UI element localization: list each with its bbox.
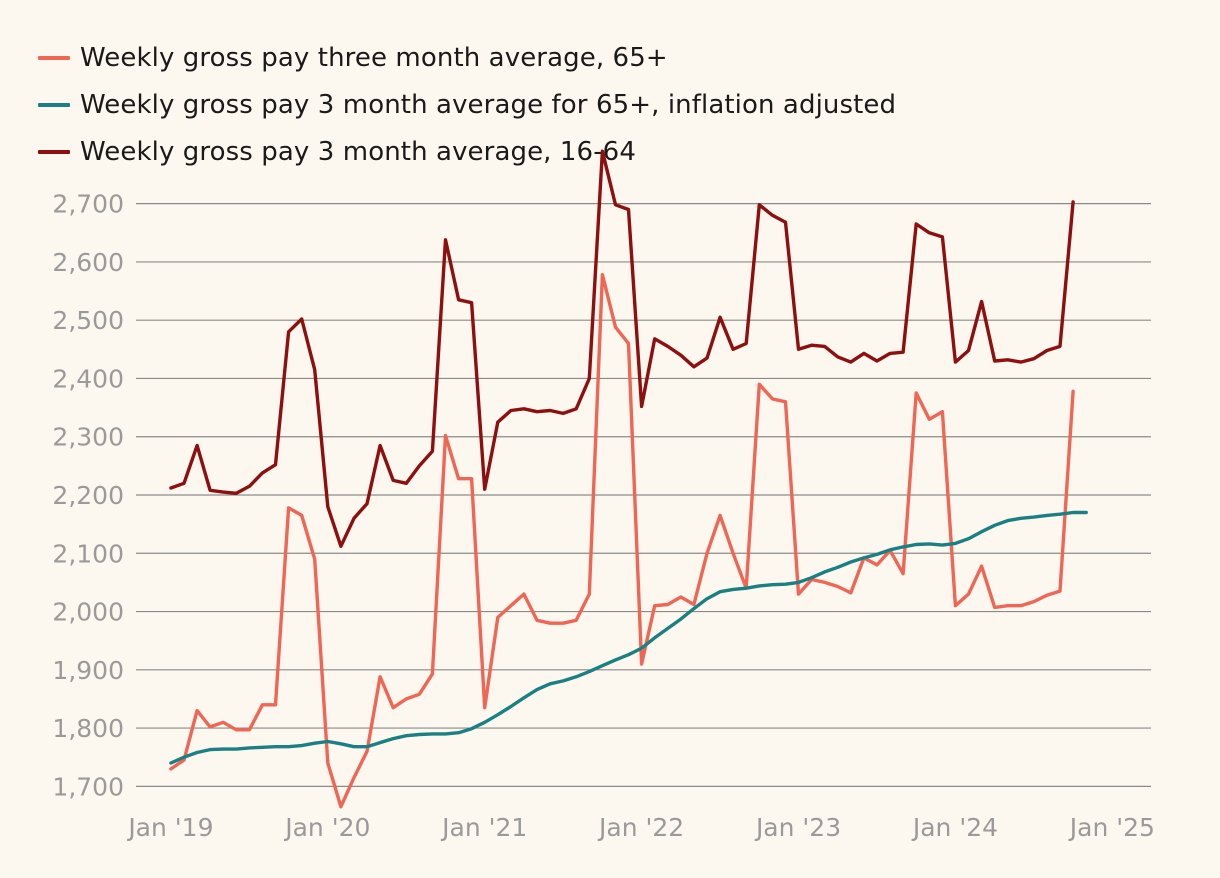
x-tick-label-2022: Jan '22 (597, 813, 684, 842)
y-tick-label-1700: 1,700 (52, 772, 124, 801)
y-tick-label-1800: 1,800 (52, 714, 124, 743)
x-tick-label-2021: Jan '21 (440, 813, 527, 842)
legend-swatch-65-plus-inflation-adjusted (38, 102, 70, 107)
y-axis-tick-labels: 1,700 1,800 1,900 2,000 2,100 2,200 2,300 2,400… (52, 190, 124, 802)
x-tick-label-2023: Jan '23 (754, 813, 841, 842)
y-tick-label-2000: 2,000 (52, 598, 124, 627)
legend: Weekly gross pay three month average, 65… (38, 34, 896, 175)
x-tick-label-2025: Jan '25 (1068, 813, 1155, 842)
y-tick-label-2400: 2,400 (52, 364, 124, 393)
y-tick-label-1900: 1,900 (52, 656, 124, 685)
legend-label-65-plus-inflation-adjusted: Weekly gross pay 3 month average for 65+… (80, 89, 897, 120)
legend-label-16-64: Weekly gross pay 3 month average, 16-64 (80, 136, 636, 167)
legend-label-65-plus: Weekly gross pay three month average, 65… (80, 42, 668, 73)
series-line-2[interactable] (169, 149, 1075, 548)
series-lines (169, 149, 1088, 809)
series-line-1[interactable] (169, 510, 1088, 765)
x-tick-label-2024: Jan '24 (911, 813, 998, 842)
legend-swatch-16-64 (38, 149, 70, 154)
y-tick-label-2200: 2,200 (52, 481, 124, 510)
legend-item-65-plus[interactable]: Weekly gross pay three month average, 65… (38, 34, 896, 81)
legend-item-65-plus-inflation-adjusted[interactable]: Weekly gross pay 3 month average for 65+… (38, 81, 896, 128)
x-axis-tick-labels: Jan '19 Jan '20 Jan '21 Jan '22 Jan '23 Jan '… (126, 813, 1155, 842)
y-tick-label-2300: 2,300 (52, 423, 124, 452)
series-line-0[interactable] (169, 273, 1075, 809)
y-tick-label-2100: 2,100 (52, 539, 124, 568)
grid-lines (136, 203, 1151, 787)
y-tick-label-2700: 2,700 (52, 190, 124, 219)
legend-swatch-65-plus (38, 55, 70, 60)
y-tick-label-2500: 2,500 (52, 306, 124, 335)
y-tick-label-2600: 2,600 (52, 248, 124, 277)
x-tick-label-2019: Jan '19 (126, 813, 213, 842)
x-tick-label-2020: Jan '20 (283, 813, 370, 842)
legend-item-16-64[interactable]: Weekly gross pay 3 month average, 16-64 (38, 128, 896, 175)
